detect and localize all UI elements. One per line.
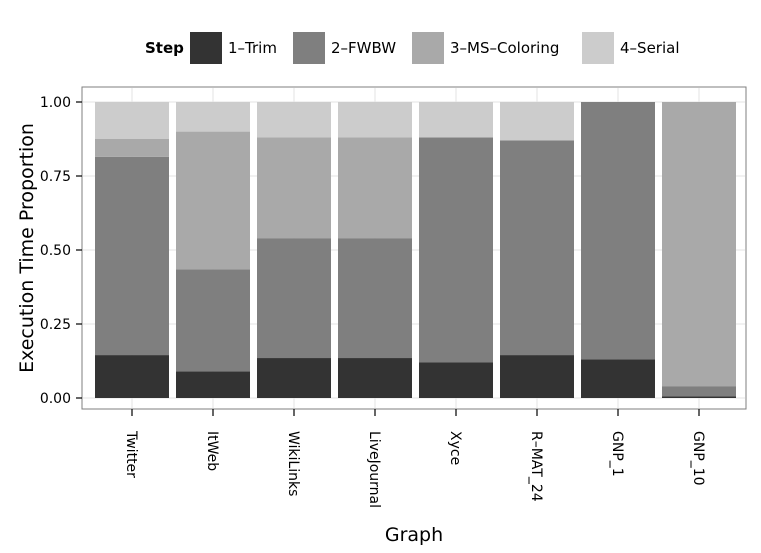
bar-segment: [500, 140, 574, 356]
bar-segment: [419, 362, 493, 398]
bar-segment: [662, 396, 736, 398]
x-tick-label: GNP_1: [609, 431, 625, 477]
bar-segment: [338, 137, 412, 239]
bar-segment: [176, 269, 250, 372]
bar-segment: [581, 102, 655, 360]
bar-segment: [95, 102, 169, 139]
bar-segment: [662, 386, 736, 397]
bar-segment: [95, 139, 169, 157]
bar-segment: [581, 359, 655, 398]
bar-segment: [95, 355, 169, 398]
bar-segment: [176, 131, 250, 270]
legend-title: Step: [145, 39, 184, 57]
y-tick-label: 0.25: [40, 317, 71, 333]
legend-label: 3–MS–Coloring: [450, 39, 559, 57]
bar-segment: [500, 102, 574, 141]
bar-segment: [338, 358, 412, 398]
x-tick-label: GNP_10: [690, 431, 706, 486]
bar-segment: [662, 102, 736, 387]
bar-segment: [500, 355, 574, 398]
x-tick-label: Twitter: [123, 430, 139, 478]
plot-area: [81, 86, 747, 410]
y-axis: 0.00 0.25 0.50 0.75 1.00: [40, 95, 82, 407]
bar-segment: [257, 238, 331, 359]
y-tick-label: 1.00: [40, 95, 71, 111]
legend-label: 2–FWBW: [331, 39, 396, 57]
bar-segment: [338, 238, 412, 359]
y-tick-label: 0.75: [40, 169, 71, 185]
bar-segment: [257, 358, 331, 398]
x-tick-label: R–MAT_24: [528, 431, 544, 502]
bar-segment: [176, 102, 250, 132]
bar-segment: [419, 102, 493, 138]
legend-key: [293, 32, 325, 64]
legend-key: [190, 32, 222, 64]
bar-segment: [257, 137, 331, 239]
y-tick-label: 0.00: [40, 391, 71, 407]
x-axis-title: Graph: [385, 524, 443, 546]
y-axis-title: Execution Time Proportion: [16, 123, 38, 373]
bar-segment: [257, 102, 331, 138]
bar-segment: [419, 137, 493, 363]
x-tick-label: WikiLinks: [285, 431, 301, 496]
bars: [95, 102, 736, 398]
x-axis: Twitter ItWeb WikiLinks LiveJournal Xyce R–MA…: [123, 409, 706, 508]
x-tick-label: LiveJournal: [366, 431, 382, 508]
bar-segment: [95, 156, 169, 356]
y-tick-label: 0.50: [40, 243, 71, 259]
legend-label: 4–Serial: [620, 39, 680, 57]
legend-key: [582, 32, 614, 64]
x-tick-label: Xyce: [447, 431, 463, 465]
legend: Step 1–Trim 2–FWBW 3–MS–Coloring 4–Serial: [145, 32, 680, 64]
x-tick-label: ItWeb: [204, 431, 220, 471]
legend-key: [412, 32, 444, 64]
bar-segment: [176, 371, 250, 398]
bar-segment: [338, 102, 412, 138]
legend-label: 1–Trim: [228, 39, 277, 57]
